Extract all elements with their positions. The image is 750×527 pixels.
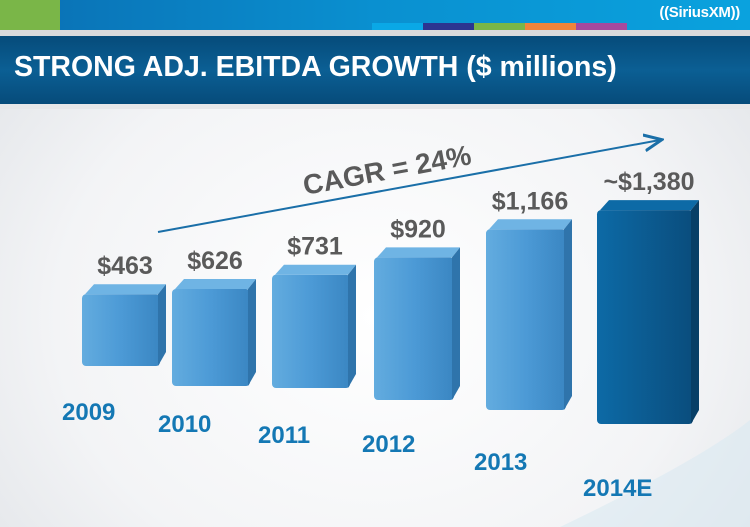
divider bbox=[0, 104, 750, 109]
value-label: ~$1,380 bbox=[603, 168, 694, 196]
bar-2009 bbox=[82, 284, 166, 366]
swoosh-decoration bbox=[560, 420, 750, 527]
value-label: $731 bbox=[287, 233, 343, 261]
year-label: 2011 bbox=[258, 422, 310, 449]
year-label: 2012 bbox=[362, 431, 415, 458]
bar-front bbox=[82, 294, 160, 366]
green-block bbox=[0, 0, 60, 30]
bar-side bbox=[691, 200, 699, 424]
bar-top bbox=[275, 264, 356, 275]
growth-arrow bbox=[157, 140, 660, 233]
bar-front bbox=[272, 274, 350, 388]
bar-side bbox=[564, 219, 572, 410]
bar-2011 bbox=[272, 264, 356, 388]
bar-2012 bbox=[374, 247, 460, 400]
slide-title: STRONG ADJ. EBITDA GROWTH ($ millions) bbox=[14, 51, 617, 83]
siriusxm-logo: ((SiriusXM)) bbox=[659, 4, 740, 21]
bar-side bbox=[452, 247, 460, 400]
value-label: $920 bbox=[390, 215, 446, 243]
bar-side bbox=[158, 284, 166, 366]
value-label: $626 bbox=[187, 247, 243, 275]
bar-side bbox=[248, 278, 256, 386]
color-stripe bbox=[423, 23, 474, 30]
title-bar bbox=[0, 36, 750, 104]
bar-front bbox=[172, 288, 250, 386]
year-label: 2010 bbox=[158, 411, 211, 438]
color-stripe bbox=[474, 23, 525, 30]
bar-front bbox=[486, 229, 566, 410]
bar-top bbox=[489, 219, 572, 230]
bar-front bbox=[374, 257, 454, 400]
divider bbox=[0, 30, 750, 36]
value-label: $463 bbox=[97, 252, 153, 280]
bar-top bbox=[85, 284, 166, 295]
bar-2013 bbox=[486, 219, 572, 410]
bar-top bbox=[377, 247, 460, 258]
color-stripe bbox=[372, 23, 423, 30]
year-label: 2014E bbox=[583, 475, 652, 502]
bar-side bbox=[348, 264, 356, 388]
cagr-annotation: CAGR = 24% bbox=[300, 139, 473, 201]
bar-front bbox=[597, 210, 693, 424]
bar-top bbox=[600, 200, 699, 211]
bar-2014E bbox=[597, 200, 699, 424]
bar-top bbox=[175, 278, 256, 289]
color-stripe bbox=[576, 23, 627, 30]
bar-2010 bbox=[172, 278, 256, 386]
year-label: 2009 bbox=[62, 399, 115, 426]
value-label: $1,166 bbox=[492, 187, 568, 215]
year-label: 2013 bbox=[474, 449, 527, 476]
color-stripe bbox=[525, 23, 576, 30]
